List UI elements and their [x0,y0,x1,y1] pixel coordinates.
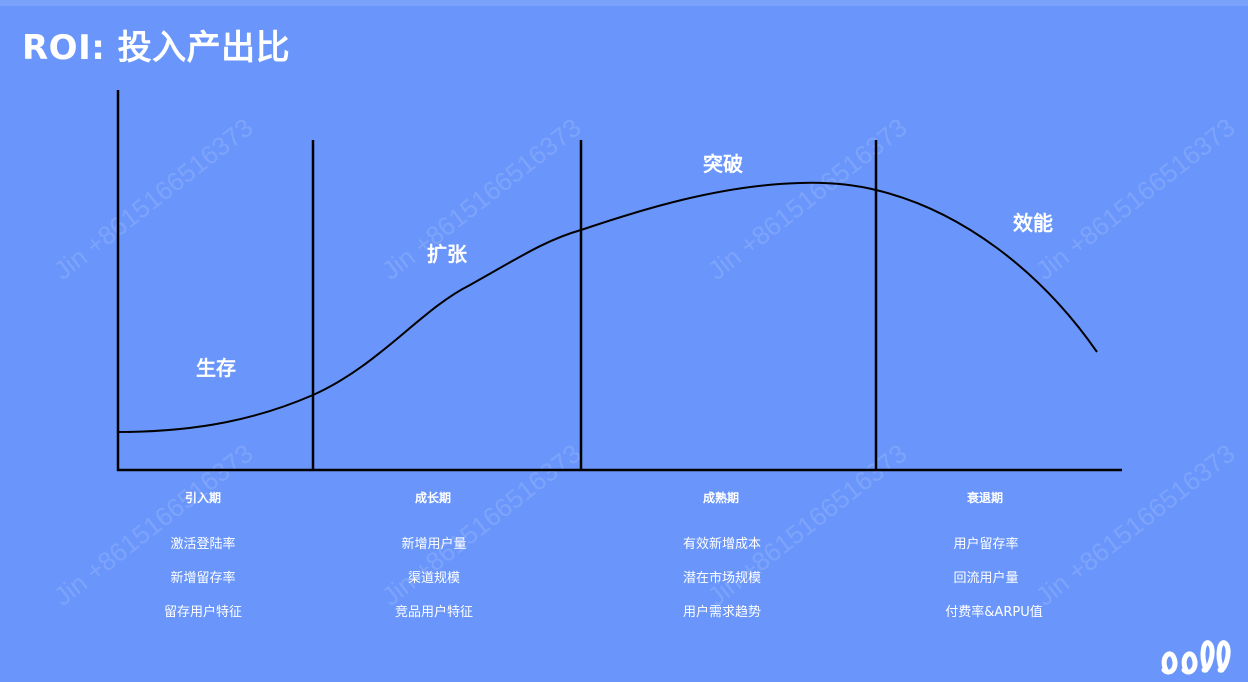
metric-item: 留存用户特征 [163,605,243,620]
metric-item: 新增用户量 [401,537,467,552]
metric-item: 新增留存率 [170,571,236,586]
stage-label-breakthrough: 突破 [703,152,743,176]
metric-item: 有效新增成本 [682,537,762,552]
metric-item: 用户留存率 [953,537,1019,552]
lifecycle-curve [117,181,1098,433]
metric-item: 竞品用户特征 [394,605,474,620]
phase-label-maturity: 成熟期 [702,491,740,505]
phase-label-growth: 成长期 [414,491,452,505]
metric-item: 激活登陆率 [170,537,236,552]
brand-logo-icon [1161,640,1231,675]
metric-item: 渠道规模 [407,571,461,586]
page-title: ROI: 投入产出比 [22,28,291,68]
phase-label-introduction: 引入期 [184,491,222,505]
stage-label-efficiency: 效能 [1013,211,1053,235]
metric-item: 付费率&ARPU值 [945,605,1043,620]
stage-label-expansion: 扩张 [427,242,467,266]
metric-item: 潜在市场规模 [682,571,762,586]
phase-label-decline: 衰退期 [966,491,1004,505]
stage-label-survival: 生存 [196,356,236,380]
metric-item: 用户需求趋势 [682,605,762,620]
metric-item: 回流用户量 [953,571,1019,586]
